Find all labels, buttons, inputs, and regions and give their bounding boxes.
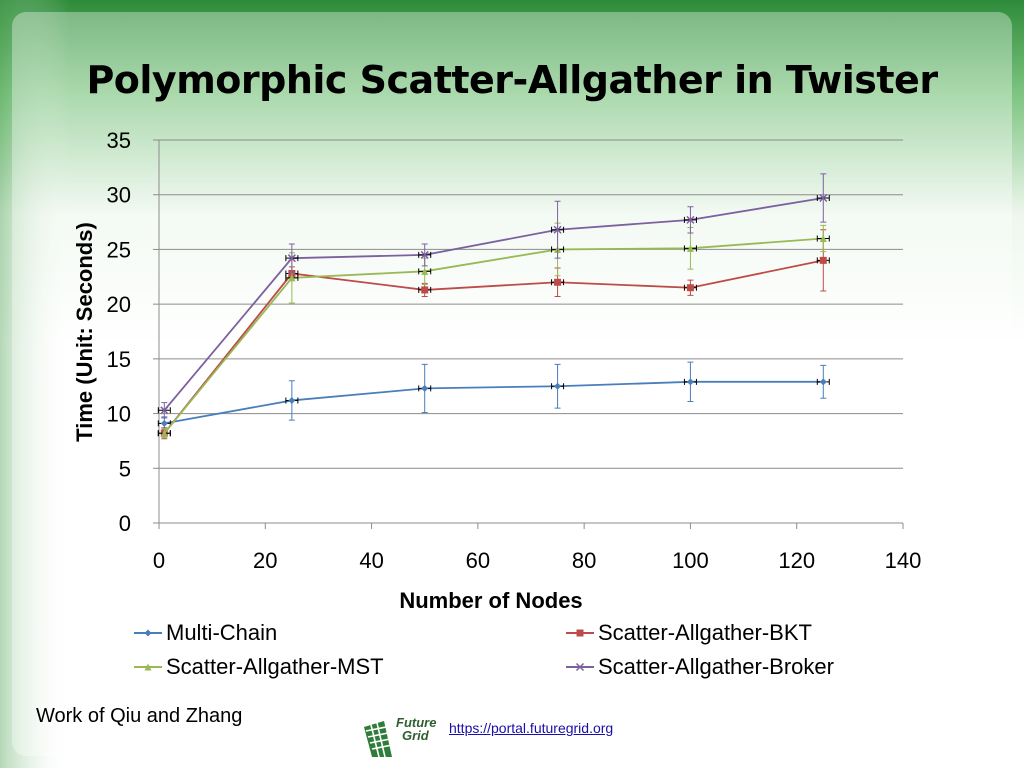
series-layer [157,173,830,440]
data-point-scatter-allgather-broker [819,193,828,203]
credit-text: Work of Qiu and Zhang [36,705,243,727]
series-line-scatter-allgather-broker [163,197,824,411]
logo-text-future: Future [396,715,436,730]
x-tick-label: 120 [778,548,815,573]
y-tick-label: 25 [107,237,131,262]
legend-label-scatter-allgather-bkt: Scatter-Allgather-BKT [598,620,812,645]
x-tick-label: 100 [672,548,709,573]
data-point-scatter-allgather-broker [420,250,429,259]
x-tick-label: 40 [359,548,383,573]
slide-title: Polymorphic Scatter-Allgather in Twister [86,58,938,102]
grid-lines [159,139,903,469]
legend-item-scatter-allgather-mst: Scatter-Allgather-MST [134,654,384,680]
logo-text-grid: Grid [402,728,430,743]
y-tick-label: 35 [107,128,131,153]
tick-labels: 0 5 10 15 20 25 30 35 0 20 40 60 80 100 120 140 [107,128,922,573]
data-point-scatter-allgather-mst [288,274,296,282]
x-tick-label: 80 [572,548,596,573]
y-tick-label: 5 [119,456,131,481]
data-point-multi-chain [686,378,694,386]
x-tick-label: 140 [885,548,922,573]
x-tick-label: 0 [153,548,165,573]
legend-marker-scatter-allgather-broker [575,662,585,672]
data-point-scatter-allgather-mst [819,234,827,242]
legend-marker-multi-chain [144,629,152,637]
data-point-scatter-allgather-broker [553,225,562,234]
series-scatter-allgather-broker [157,173,830,419]
x-tick-label: 60 [466,548,490,573]
series-line-scatter-allgather-mst [163,237,824,434]
data-point-multi-chain [288,396,296,404]
x-tick-label: 20 [253,548,277,573]
series-scatter-allgather-bkt [157,229,830,440]
y-tick-label: 20 [107,292,131,317]
legend-item-scatter-allgather-bkt: Scatter-Allgather-BKT [566,620,812,646]
chart-axes [153,139,904,529]
legend-marker-scatter-allgather-bkt [576,629,584,637]
legend-swatch-multi-chain [134,629,162,637]
legend-swatch-scatter-allgather-mst [134,663,162,671]
y-tick-label: 30 [107,183,131,208]
legend-label-scatter-allgather-mst: Scatter-Allgather-MST [166,654,384,679]
y-tick-label: 15 [107,347,131,372]
data-point-scatter-allgather-bkt [686,284,694,292]
data-point-scatter-allgather-bkt [819,256,827,264]
data-point-scatter-allgather-mst [160,429,168,437]
legend-label-multi-chain: Multi-Chain [166,620,278,645]
series-line-scatter-allgather-bkt [163,259,824,434]
legend-item-multi-chain: Multi-Chain [134,620,277,646]
y-tick-label: 10 [107,402,131,427]
data-point-scatter-allgather-mst [686,244,694,252]
data-point-scatter-allgather-mst [421,267,429,275]
series-line-multi-chain [164,380,824,425]
legend-marker-scatter-allgather-mst [144,663,152,671]
logo-grid-graphic [364,721,393,758]
legend-swatch-scatter-allgather-bkt [566,629,594,637]
data-point-scatter-allgather-bkt [421,286,429,294]
data-point-scatter-allgather-broker [686,215,695,224]
legend-label-scatter-allgather-broker: Scatter-Allgather-Broker [598,654,834,679]
data-point-scatter-allgather-broker [287,254,296,263]
data-point-scatter-allgather-broker [160,406,169,415]
y-axis-label: Time (Unit: Seconds) [72,222,97,442]
y-tick-label: 0 [119,511,131,536]
data-point-multi-chain [819,378,827,386]
futuregrid-logo: Future Grid [364,715,436,758]
data-point-multi-chain [554,382,562,390]
legend-item-scatter-allgather-broker: Scatter-Allgather-Broker [566,654,834,680]
data-point-scatter-allgather-bkt [554,278,562,286]
data-point-multi-chain [160,419,168,427]
x-axis-label: Number of Nodes [399,588,582,613]
legend-swatch-scatter-allgather-broker [566,662,594,672]
portal-link[interactable]: https://portal.futuregrid.org [449,720,614,736]
data-point-multi-chain [421,384,429,392]
series-multi-chain [157,361,830,431]
